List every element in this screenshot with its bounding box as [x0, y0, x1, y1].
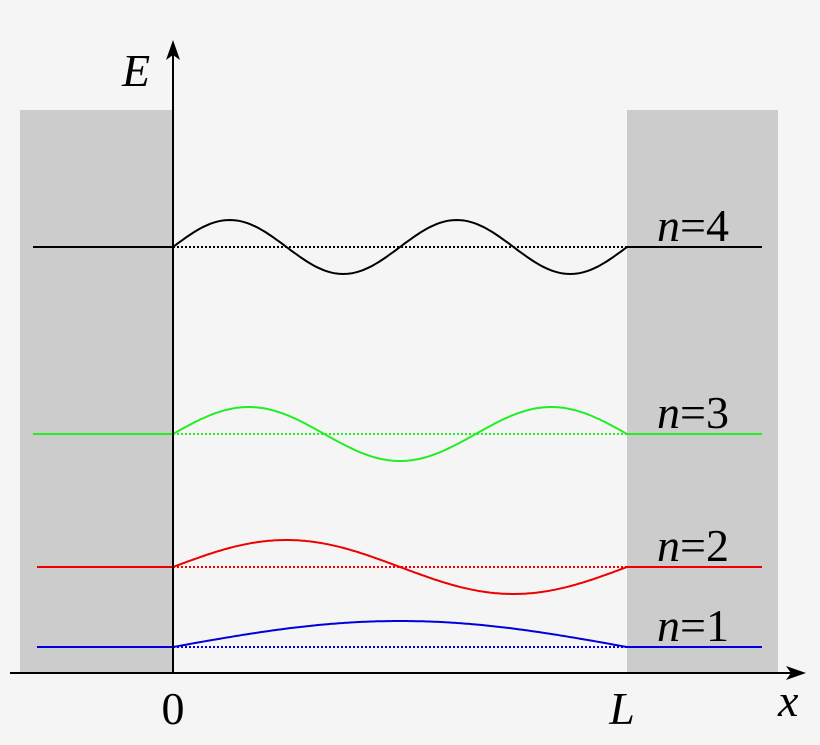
level-symbol: n — [657, 200, 680, 251]
left-wall — [20, 110, 173, 673]
y-axis-label: E — [121, 45, 150, 96]
x-arrow — [786, 666, 806, 680]
origin-label: 0 — [162, 683, 185, 734]
y-arrow — [166, 40, 180, 60]
end-label: L — [608, 683, 635, 734]
wavefunction — [172, 406, 628, 462]
level-label: n=1 — [657, 600, 729, 651]
wavefunction — [172, 539, 628, 595]
level-label: n=4 — [657, 200, 729, 251]
x-axis-label: x — [777, 675, 799, 726]
right-wall — [627, 110, 778, 673]
level-number: =3 — [680, 387, 729, 438]
level-symbol: n — [657, 520, 680, 571]
level-number: =4 — [680, 200, 729, 251]
level-symbol: n — [657, 387, 680, 438]
level-number: =2 — [680, 520, 729, 571]
wavefunction — [172, 620, 628, 648]
level-symbol: n — [657, 600, 680, 651]
level-label: n=2 — [657, 520, 729, 571]
wavefunction — [172, 218, 628, 276]
level-label: n=3 — [657, 387, 729, 438]
level-number: =1 — [680, 600, 729, 651]
levels: n=1n=2n=3n=4 — [33, 200, 762, 651]
